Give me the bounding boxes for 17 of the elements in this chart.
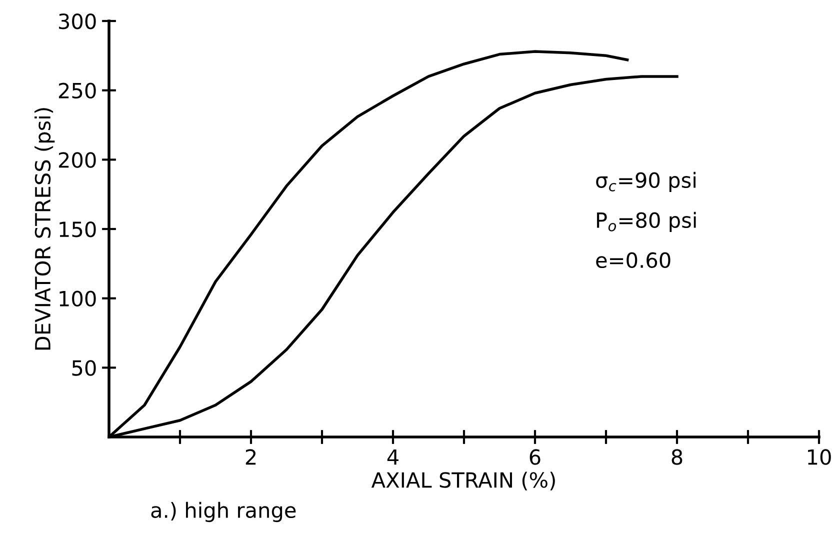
y-tick-label: 200	[58, 152, 96, 168]
y-tick-label: 250	[58, 82, 96, 99]
y-axis-title: DEVIATOR STRESS (psi)	[34, 108, 55, 350]
annotation: P$_{o}$=80 psi	[597, 212, 696, 232]
y-tick-label: 50	[72, 360, 96, 376]
x-axis-title: AXIAL STRAIN (%)	[371, 472, 555, 490]
annotation: σ$_{c}$=90 psi	[596, 172, 696, 192]
y-tick-label: 100	[60, 290, 96, 307]
x-tick-label: 2	[246, 449, 256, 465]
x-tick-label: 8	[672, 449, 682, 465]
y-tick-label: 300	[59, 13, 96, 30]
x-tick-label: 10	[808, 449, 831, 465]
x-tick-label: 4	[387, 449, 398, 465]
x-tick-label: 6	[530, 449, 540, 465]
annotation: e=0.60	[596, 252, 670, 268]
y-tick-label: 150	[60, 221, 96, 238]
text: a.) high range	[151, 502, 296, 522]
